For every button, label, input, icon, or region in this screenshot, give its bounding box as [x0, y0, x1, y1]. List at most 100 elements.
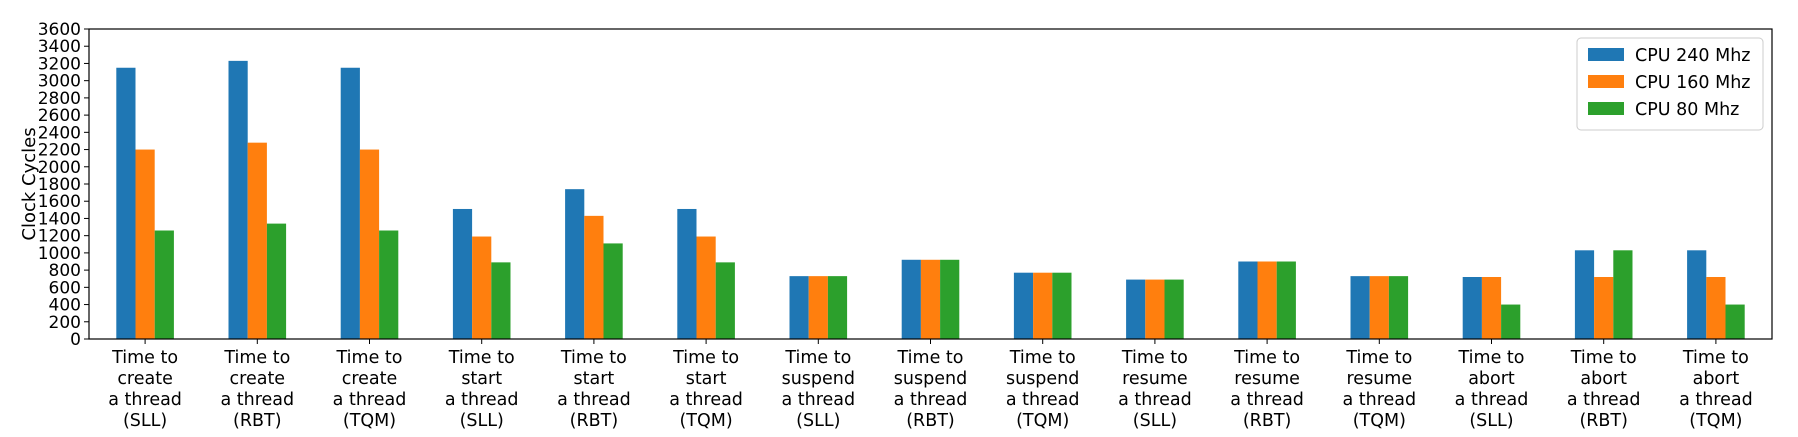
x-tick-label-line: a thread: [1567, 390, 1641, 410]
y-tick-label: 1600: [38, 192, 81, 212]
y-tick-label: 200: [49, 313, 81, 333]
bar: [1164, 279, 1184, 339]
x-tick-label-line: resume: [1234, 369, 1300, 389]
bar: [808, 276, 828, 339]
bar: [1706, 277, 1726, 339]
y-tick-label: 2800: [38, 89, 81, 109]
x-tick-label-line: a thread: [781, 390, 855, 410]
x-tick-label: Time to abort a thread (SLL): [1455, 348, 1529, 431]
bar: [1145, 279, 1165, 339]
bar: [696, 236, 716, 339]
bar: [920, 259, 941, 339]
x-axis: Time to create a thread (SLL)Time to create a…: [108, 339, 1753, 431]
bar: [359, 149, 380, 339]
x-tick-label-line: (RBT): [233, 411, 282, 431]
x-tick-label: Time to abort a thread (TQM): [1679, 348, 1753, 431]
x-tick-label-line: a thread: [108, 390, 182, 410]
x-tick-label: Time to resume a thread (RBT): [1230, 348, 1304, 431]
x-tick-label: Time to start a thread (SLL): [445, 348, 519, 431]
y-tick-label: 2400: [38, 123, 81, 143]
y-tick-label: 2600: [38, 106, 81, 126]
x-tick-label-line: abort: [1693, 369, 1740, 389]
legend-swatch: [1588, 75, 1624, 88]
x-tick-label-line: Time to: [336, 348, 403, 368]
legend-swatch: [1588, 48, 1624, 61]
x-tick-label-line: suspend: [782, 369, 855, 389]
bar: [491, 262, 511, 339]
bar: [379, 230, 399, 339]
bar: [901, 259, 921, 339]
x-tick-label-line: Time to: [223, 348, 290, 368]
x-tick-label-line: Time to: [448, 348, 515, 368]
x-tick-label-line: (RBT): [1243, 411, 1292, 431]
x-tick-label: Time to resume a thread (SLL): [1118, 348, 1192, 431]
x-tick-label-line: a thread: [1342, 390, 1416, 410]
x-tick-label: Time to suspend a thread (TQM): [1006, 348, 1080, 431]
bar: [1613, 250, 1633, 339]
y-tick-label: 1800: [38, 175, 81, 195]
x-tick-label-line: Time to: [672, 348, 739, 368]
bar: [1276, 261, 1296, 339]
legend-label: CPU 80 Mhz: [1635, 100, 1739, 120]
x-tick-label-line: create: [230, 369, 286, 389]
bar: [1369, 276, 1389, 339]
x-tick-label-line: abort: [1580, 369, 1627, 389]
y-tick-label: 1000: [38, 244, 81, 264]
bar: [1687, 250, 1707, 339]
bar: [135, 149, 155, 339]
x-tick-label: Time to create a thread (TQM): [333, 348, 407, 431]
x-tick-label: Time to start a thread (RBT): [557, 348, 631, 431]
y-tick-label: 2000: [38, 158, 81, 178]
x-tick-label-line: start: [574, 369, 615, 389]
bar: [827, 276, 848, 339]
x-tick-label-line: a thread: [333, 390, 407, 410]
x-tick-label-line: start: [461, 369, 502, 389]
y-tick-label: 3400: [38, 37, 81, 57]
x-tick-label-line: a thread: [1679, 390, 1753, 410]
x-tick-label-line: a thread: [1230, 390, 1304, 410]
legend-label: CPU 240 Mhz: [1635, 46, 1751, 66]
y-tick-label: 600: [49, 278, 81, 298]
legend-swatch: [1588, 102, 1624, 115]
bar: [1725, 304, 1745, 339]
x-tick-label-line: (RBT): [906, 411, 955, 431]
y-tick-label: 3200: [38, 54, 81, 74]
x-tick-label-line: (TQM): [1689, 411, 1742, 431]
bar: [940, 259, 960, 339]
x-tick-label-line: (TQM): [343, 411, 396, 431]
legend-label: CPU 160 Mhz: [1635, 73, 1751, 93]
bar: [584, 215, 604, 339]
bar: [1574, 250, 1595, 339]
x-tick-label: Time to create a thread (SLL): [108, 348, 182, 431]
x-tick-label-line: a thread: [1006, 390, 1080, 410]
x-tick-label-line: (SLL): [460, 411, 504, 431]
bar: [1481, 277, 1502, 339]
x-tick-label: Time to start a thread (TQM): [669, 348, 743, 431]
x-tick-label-line: Time to: [1458, 348, 1525, 368]
x-tick-label: Time to suspend a thread (RBT): [894, 348, 968, 431]
x-tick-label-line: Time to: [1345, 348, 1412, 368]
x-tick-label-line: start: [686, 369, 727, 389]
y-tick-label: 3000: [38, 72, 81, 92]
x-tick-label-line: suspend: [1006, 369, 1079, 389]
bar: [565, 189, 585, 339]
bar: [116, 67, 136, 339]
x-tick-label-line: (TQM): [679, 411, 732, 431]
x-tick-label-line: (SLL): [796, 411, 840, 431]
bar: [1013, 272, 1034, 339]
bar: [1594, 277, 1614, 339]
x-tick-label: Time to suspend a thread (SLL): [781, 348, 855, 431]
x-tick-label-line: resume: [1346, 369, 1412, 389]
y-tick-label: 1400: [38, 209, 81, 229]
x-tick-label-line: (TQM): [1016, 411, 1069, 431]
bar: [247, 142, 267, 339]
x-tick-label-line: a thread: [445, 390, 519, 410]
bar: [228, 60, 248, 339]
bar: [715, 262, 735, 339]
bar: [677, 208, 697, 339]
x-tick-label-line: create: [342, 369, 398, 389]
bar: [603, 243, 623, 339]
x-tick-label-line: Time to: [784, 348, 851, 368]
